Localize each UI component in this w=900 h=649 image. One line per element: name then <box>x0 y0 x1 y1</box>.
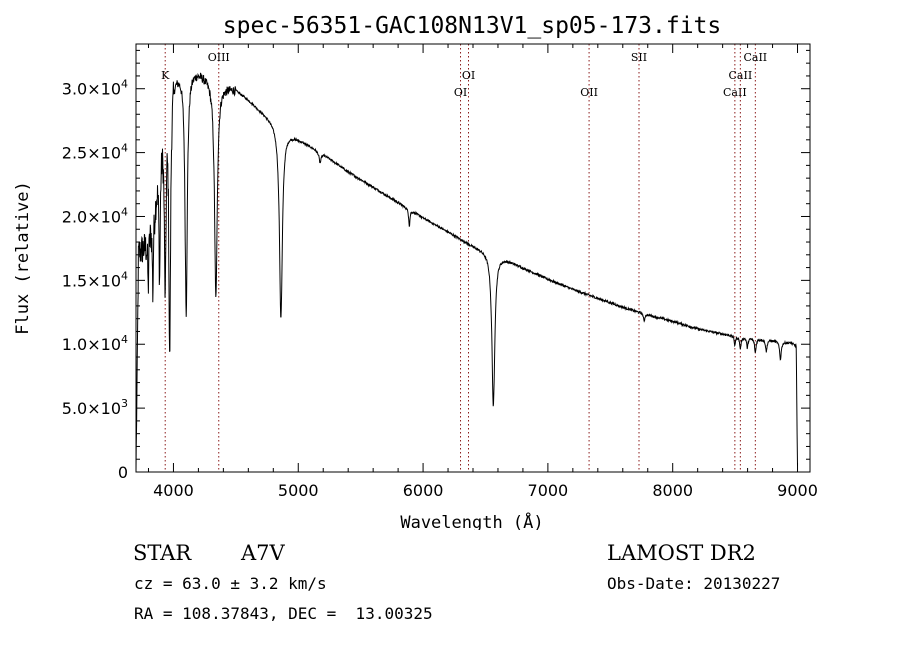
line-marker-label: CaII <box>723 86 747 99</box>
x-tick-label: 5000 <box>278 481 319 500</box>
y-tick-label: 5.0×103 <box>62 397 128 418</box>
line-marker-label: K <box>161 69 170 82</box>
y-axis: 0 5.0×103 1.0×104 1.5×104 2.0×104 2.5×104 3.0×… <box>62 49 810 482</box>
x-axis-label: Wavelength (Å) <box>400 511 543 530</box>
x-axis: 4000 5000 6000 7000 8000 9000 <box>147 44 818 500</box>
x-tick-label: 7000 <box>528 481 569 500</box>
line-marker-label: OI <box>462 69 475 82</box>
x-tick-label: 6000 <box>403 481 444 500</box>
coordinates: RA = 108.37843, DEC = 13.00325 <box>134 604 433 623</box>
observation-date: Obs-Date: 20130227 <box>607 574 781 593</box>
spectrum-line <box>135 72 798 473</box>
x-tick-label: 8000 <box>652 481 693 500</box>
line-markers: K OIII OI OI OII SII CaII CaII CaII <box>161 44 767 472</box>
line-marker-label: CaII <box>729 69 753 82</box>
object-type: STAR <box>133 541 192 565</box>
plot-frame <box>135 43 811 473</box>
line-marker-label: SII <box>631 51 647 64</box>
y-tick-label: 2.0×104 <box>62 205 128 226</box>
spectral-class: A7V <box>241 541 285 565</box>
y-axis-label: Flux (relative) <box>13 181 33 335</box>
survey-name: LAMOST DR2 <box>607 541 756 565</box>
line-marker-label: OIII <box>208 51 230 64</box>
line-marker-label: CaII <box>743 51 767 64</box>
y-tick-label: 1.0×104 <box>62 333 128 354</box>
redshift-value: cz = 63.0 ± 3.2 km/s <box>134 574 327 593</box>
chart-title: spec-56351-GAC108N13V1_sp05-173.fits <box>223 13 722 39</box>
y-tick-label: 2.5×104 <box>62 142 128 163</box>
spectrum-chart: spec-56351-GAC108N13V1_sp05-173.fits K OI… <box>13 13 818 530</box>
line-marker-label: OII <box>580 86 598 99</box>
y-tick-label: 3.0×104 <box>62 78 128 99</box>
x-tick-label: 4000 <box>153 481 194 500</box>
line-marker-label: OI <box>454 86 467 99</box>
y-tick-label: 1.5×104 <box>62 269 128 290</box>
y-tick-label: 0 <box>118 463 128 482</box>
x-tick-label: 9000 <box>777 481 818 500</box>
